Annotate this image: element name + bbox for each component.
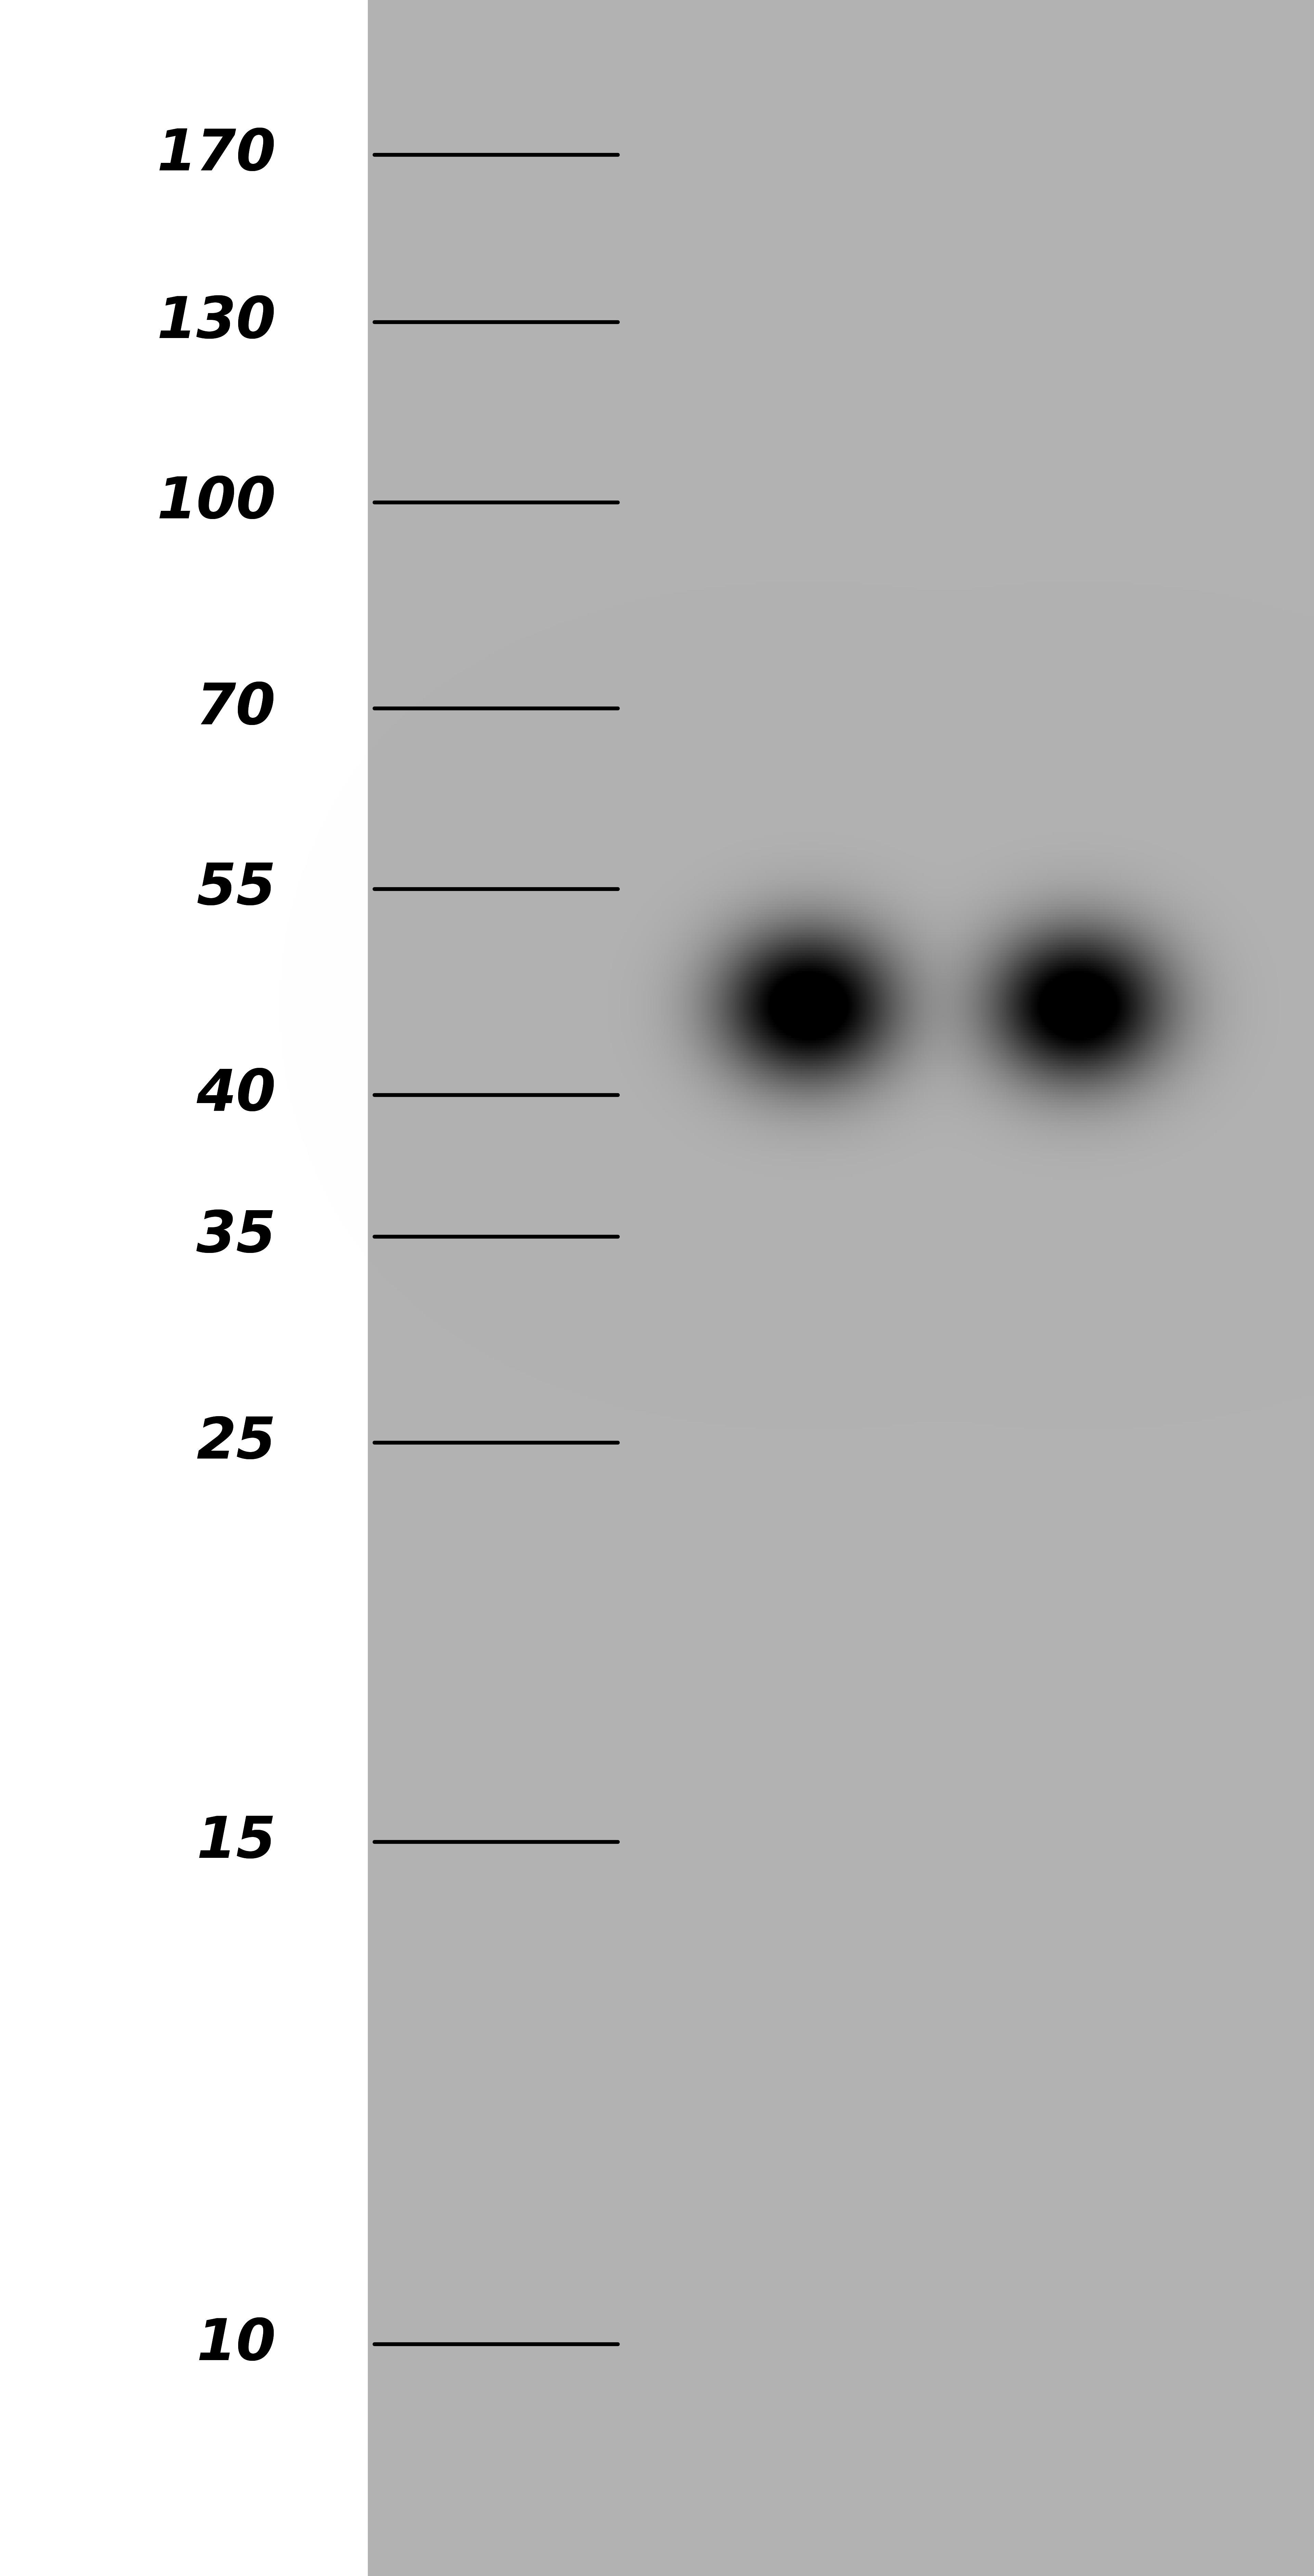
Text: 15: 15 bbox=[197, 1814, 276, 1870]
Text: 55: 55 bbox=[197, 860, 276, 917]
Text: 40: 40 bbox=[197, 1066, 276, 1123]
Text: 100: 100 bbox=[156, 474, 276, 531]
Text: 70: 70 bbox=[197, 680, 276, 737]
Text: 35: 35 bbox=[197, 1208, 276, 1265]
Text: 130: 130 bbox=[156, 294, 276, 350]
Bar bbox=[368, 0, 1314, 2576]
Text: 10: 10 bbox=[197, 2316, 276, 2372]
Text: 170: 170 bbox=[156, 126, 276, 183]
Text: 130: 130 bbox=[156, 294, 276, 350]
Text: 55: 55 bbox=[197, 860, 276, 917]
Text: 40: 40 bbox=[197, 1066, 276, 1123]
Text: 25: 25 bbox=[197, 1414, 276, 1471]
Text: 100: 100 bbox=[156, 474, 276, 531]
Text: 10: 10 bbox=[197, 2316, 276, 2372]
Text: 35: 35 bbox=[197, 1208, 276, 1265]
Text: 170: 170 bbox=[156, 126, 276, 183]
Text: 15: 15 bbox=[197, 1814, 276, 1870]
Text: 70: 70 bbox=[197, 680, 276, 737]
Text: 25: 25 bbox=[197, 1414, 276, 1471]
